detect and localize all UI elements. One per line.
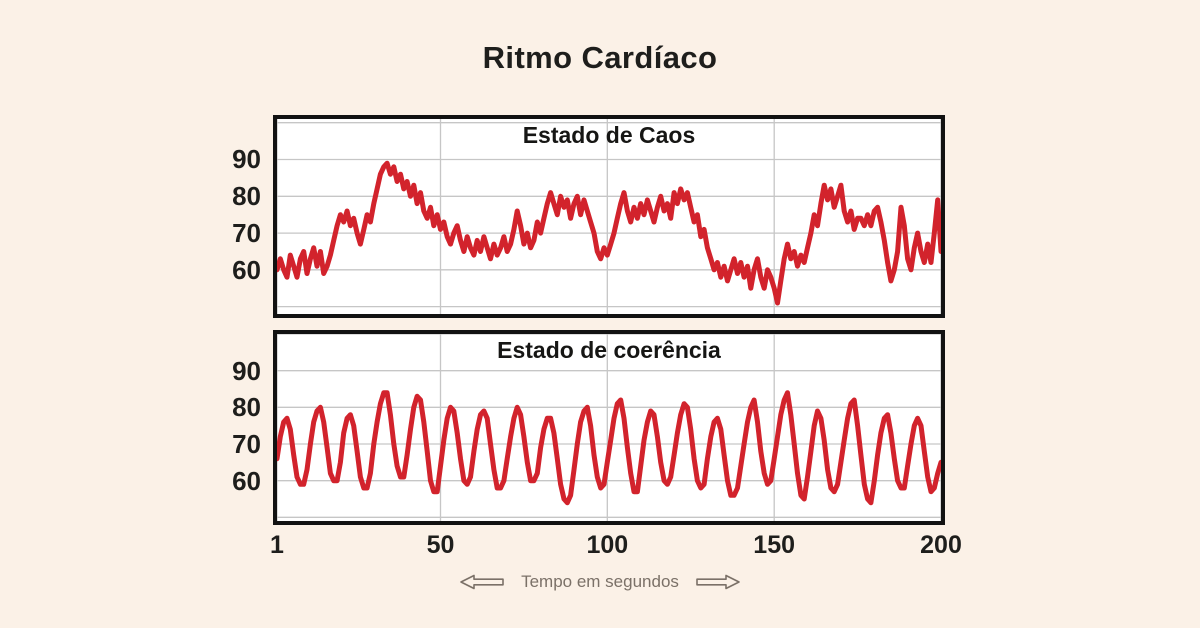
- page-title: Ritmo Cardíaco: [482, 40, 718, 75]
- x-axis-caption: Tempo em segundos: [0, 572, 1200, 592]
- y-tick-label: 60: [232, 465, 261, 496]
- coherence-chart-plot: [277, 334, 941, 521]
- arrow-left-icon: [460, 574, 504, 590]
- x-tick-label: 50: [426, 531, 455, 559]
- y-tick-label: 60: [232, 254, 261, 285]
- coherence-y-axis: 60 70 80 90: [175, 330, 265, 525]
- chaos-chart-plot: [277, 119, 941, 314]
- x-tick-label: 100: [586, 531, 629, 559]
- chaos-chart-title: Estado de Caos: [522, 122, 696, 148]
- y-tick-label: 80: [232, 392, 261, 423]
- coherence-chart: Estado de coerência: [273, 330, 945, 525]
- x-axis-ticks: 1 50 100 150 200: [270, 531, 962, 563]
- x-tick-label: 1: [270, 531, 284, 559]
- coherence-chart-title: Estado de coerência: [497, 337, 721, 363]
- chaos-chart: Estado de Caos: [273, 115, 945, 318]
- y-tick-label: 90: [232, 355, 261, 386]
- y-tick-label: 80: [232, 181, 261, 212]
- arrow-right-icon: [696, 574, 740, 590]
- x-tick-label: 200: [920, 531, 962, 559]
- x-axis-label: Tempo em segundos: [521, 572, 679, 591]
- y-tick-label: 70: [232, 429, 261, 459]
- y-tick-label: 70: [232, 218, 261, 249]
- y-tick-label: 90: [232, 144, 261, 175]
- x-tick-label: 150: [753, 531, 796, 559]
- chaos-y-axis: 60 70 80 90: [175, 115, 265, 318]
